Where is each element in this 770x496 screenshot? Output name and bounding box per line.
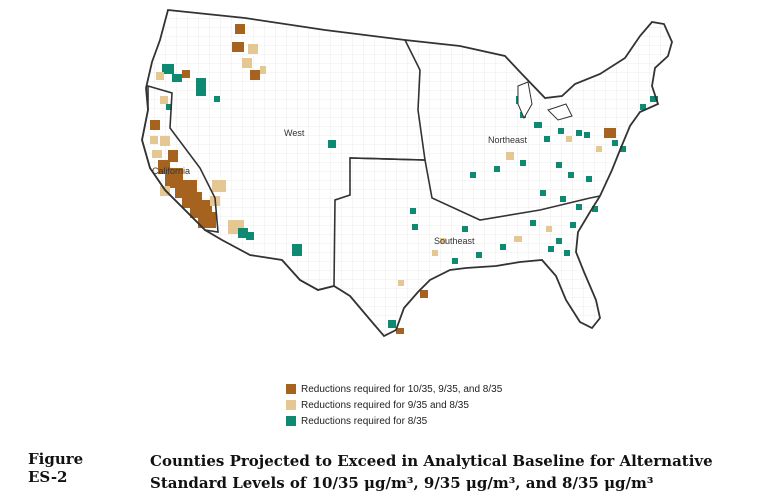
northeast-southeast-boundary [424, 159, 601, 221]
county-tier3 [530, 220, 536, 226]
county-tier3 [584, 132, 590, 138]
county-tier1 [182, 70, 190, 78]
county-markers [150, 24, 658, 334]
county-tier3 [196, 78, 206, 96]
county-tier3 [640, 104, 646, 110]
county-tier2 [432, 250, 438, 256]
county-tier3 [534, 122, 542, 128]
county-tier3 [620, 146, 626, 152]
figure-title-line1: Counties Projected to Exceed in Analytic… [150, 452, 713, 470]
legend-item: Reductions required for 10/35, 9/35, and… [286, 381, 502, 397]
county-tier3 [166, 104, 172, 110]
county-tier3 [172, 74, 182, 82]
county-tier2 [566, 136, 572, 142]
legend-label: Reductions required for 10/35, 9/35, and… [301, 383, 503, 395]
us-counties-map: West Northeast Southeast California [141, 9, 673, 338]
county-tier2 [440, 238, 446, 244]
legend-swatch-tier3 [286, 416, 296, 426]
region-label-southeast: Southeast [434, 236, 475, 246]
county-tier1 [150, 120, 160, 130]
county-tier3 [568, 172, 574, 178]
map-legend: Reductions required for 10/35, 9/35, and… [286, 381, 502, 429]
county-tier3 [412, 224, 418, 230]
figure-number: Figure ES-2 [28, 450, 84, 486]
county-tier2 [514, 236, 522, 242]
county-tier3 [238, 228, 248, 238]
region-label-west: West [284, 128, 305, 138]
county-tier2 [546, 226, 552, 232]
legend-swatch-tier1 [286, 384, 296, 394]
county-tier3 [570, 222, 576, 228]
county-tier3 [548, 246, 554, 252]
county-tier3 [586, 176, 592, 182]
county-tier3 [544, 136, 550, 142]
legend-label: Reductions required for 8/35 [301, 415, 428, 427]
county-tier3 [388, 320, 396, 328]
county-tier2 [248, 44, 258, 54]
legend-item: Reductions required for 8/35 [286, 413, 502, 429]
county-tier3 [576, 130, 582, 136]
county-tier1 [420, 290, 428, 298]
county-tier3 [476, 252, 482, 258]
county-tier3 [214, 96, 220, 102]
figure-title: Counties Projected to Exceed in Analytic… [150, 450, 770, 494]
county-tier3 [556, 162, 562, 168]
legend-item: Reductions required for 9/35 and 8/35 [286, 397, 502, 413]
county-tier3 [494, 166, 500, 172]
county-tier3 [162, 64, 174, 74]
figure-title-line2: Standard Levels of 10/35 μg/m³, 9/35 μg/… [150, 474, 654, 492]
region-label-california: California [152, 166, 190, 176]
county-tier1 [604, 128, 616, 138]
county-tier3 [410, 208, 416, 214]
county-tier3 [246, 232, 254, 240]
county-tier3 [452, 258, 458, 264]
county-tier2 [160, 136, 170, 146]
us-outline [141, 9, 673, 338]
county-tier2 [398, 280, 404, 286]
county-tier2 [152, 150, 162, 158]
county-tier3 [576, 204, 582, 210]
county-tier3 [462, 226, 468, 232]
county-tier1 [198, 212, 216, 228]
county-tier1 [235, 24, 245, 34]
county-tier3 [540, 190, 546, 196]
county-tier2 [506, 152, 514, 160]
county-tier3 [560, 196, 566, 202]
legend-label: Reductions required for 9/35 and 8/35 [301, 399, 469, 411]
county-tier3 [328, 140, 336, 148]
county-tier1 [168, 150, 178, 162]
county-tier3 [520, 160, 526, 166]
county-tier1 [232, 42, 244, 52]
county-tier2 [242, 58, 252, 68]
county-tier3 [556, 238, 562, 244]
county-tier1 [396, 328, 404, 334]
county-tier2 [596, 146, 602, 152]
county-tier3 [612, 140, 618, 146]
county-tier3 [592, 206, 598, 212]
legend-swatch-tier2 [286, 400, 296, 410]
county-tier3 [558, 128, 564, 134]
county-tier3 [292, 244, 302, 256]
county-tier3 [500, 244, 506, 250]
region-label-northeast: Northeast [488, 135, 528, 145]
county-tier3 [564, 250, 570, 256]
county-tier2 [150, 136, 158, 144]
county-tier3 [470, 172, 476, 178]
county-tier2 [160, 96, 168, 104]
county-tier1 [250, 70, 260, 80]
county-tier2 [212, 180, 226, 192]
county-tier2 [156, 72, 164, 80]
great-lakes [517, 81, 573, 121]
southeast-west-boundary [349, 157, 426, 161]
county-tier3 [650, 96, 658, 102]
county-tier2 [260, 66, 266, 74]
county-boundaries [142, 10, 672, 336]
